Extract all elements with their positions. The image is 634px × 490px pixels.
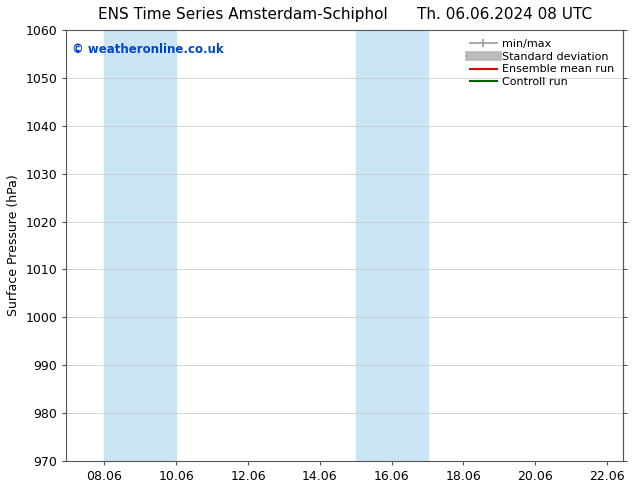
Y-axis label: Surface Pressure (hPa): Surface Pressure (hPa)	[7, 174, 20, 317]
Bar	[105, 30, 176, 461]
Text: © weatheronline.co.uk: © weatheronline.co.uk	[72, 43, 224, 56]
Bar	[356, 30, 427, 461]
Title: ENS Time Series Amsterdam-Schiphol      Th. 06.06.2024 08 UTC: ENS Time Series Amsterdam-Schiphol Th. 0…	[98, 7, 592, 22]
Legend: min/max, Standard deviation, Ensemble mean run, Controll run: min/max, Standard deviation, Ensemble me…	[466, 36, 618, 91]
